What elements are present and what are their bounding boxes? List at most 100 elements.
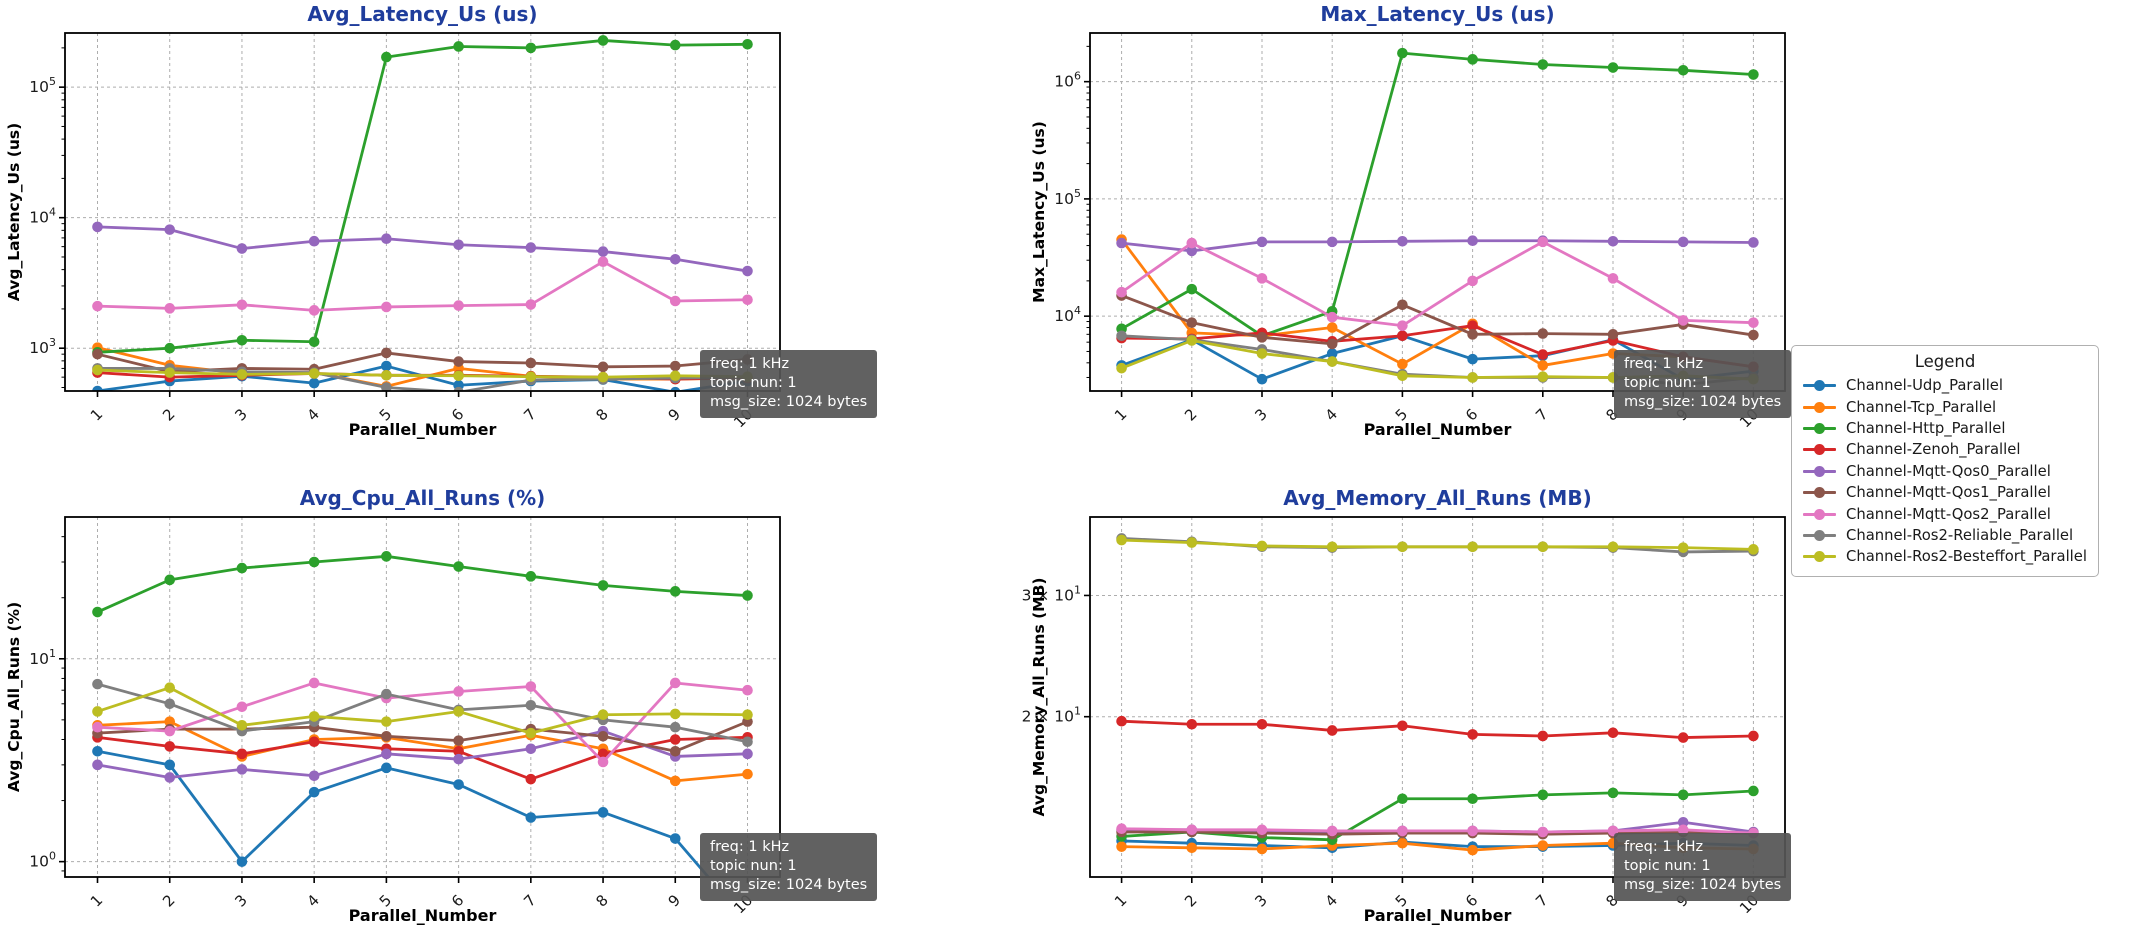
data-point xyxy=(1116,286,1127,298)
data-point xyxy=(669,734,681,745)
x-tick-label: 2 xyxy=(159,405,178,424)
data-point xyxy=(1186,335,1198,346)
data-point xyxy=(236,764,248,775)
x-tick-label: 4 xyxy=(1322,405,1341,424)
data-point xyxy=(308,368,320,379)
data-point xyxy=(1677,315,1689,326)
data-point xyxy=(1256,718,1268,730)
data-point xyxy=(381,748,392,760)
x-tick-label: 3 xyxy=(231,405,250,424)
chart-title: Avg_Memory_All_Runs (MB) xyxy=(1283,486,1591,510)
series-line xyxy=(1120,537,1755,554)
data-point xyxy=(742,265,753,277)
chart-title: Avg_Cpu_All_Runs (%) xyxy=(300,486,546,510)
data-point xyxy=(1467,729,1478,740)
series-line xyxy=(1120,789,1755,842)
data-point xyxy=(742,748,753,760)
series-line xyxy=(1120,294,1755,346)
data-point xyxy=(1607,273,1619,284)
x-tick-label: 8 xyxy=(592,891,611,910)
data-point xyxy=(1607,62,1619,73)
data-point xyxy=(1256,373,1268,385)
data-point xyxy=(1748,785,1759,797)
data-point xyxy=(597,256,609,267)
legend-title: Legend xyxy=(1914,352,1976,371)
params-annotation-line: msg_size: 1024 bytes xyxy=(1624,394,1782,411)
data-point xyxy=(1677,824,1689,836)
data-point xyxy=(669,775,681,787)
params-annotation-line: freq: 1 kHz xyxy=(710,356,790,372)
data-point xyxy=(669,833,681,844)
params-annotation-line: topic nun: 1 xyxy=(710,375,797,392)
data-point xyxy=(1467,320,1478,331)
data-point xyxy=(92,678,103,690)
params-annotation-line: topic nun: 1 xyxy=(1624,375,1711,392)
data-point xyxy=(525,371,537,382)
series-line xyxy=(96,260,749,312)
data-point xyxy=(525,242,537,253)
data-point xyxy=(381,688,392,700)
y-axis-label: Avg_Memory_All_Runs (MB) xyxy=(1030,577,1048,816)
data-point xyxy=(92,364,103,376)
legend-items: Channel-Udp_Parallel Channel-Tcp_Parallel… xyxy=(1803,375,2087,568)
data-point xyxy=(236,748,248,760)
series-line xyxy=(96,749,711,877)
data-point xyxy=(308,770,320,782)
data-point xyxy=(453,779,464,790)
params-annotation-line: freq: 1 kHz xyxy=(1624,356,1704,372)
data-point xyxy=(1537,349,1549,360)
data-point xyxy=(164,772,176,783)
x-tick-label: 2 xyxy=(159,891,178,910)
data-point xyxy=(92,300,103,312)
legend-line-marker-icon xyxy=(1803,487,1836,499)
data-point xyxy=(1326,338,1338,350)
data-point xyxy=(1677,816,1689,828)
data-point xyxy=(236,562,248,574)
data-point xyxy=(236,243,248,254)
legend-item: Channel-Mqtt-Qos2_Parallel xyxy=(1803,503,2087,524)
data-point xyxy=(1607,541,1619,553)
x-tick-label: 1 xyxy=(87,891,106,910)
data-point xyxy=(1748,317,1759,328)
data-point xyxy=(1326,825,1338,837)
y-tick-label: 100 xyxy=(29,850,56,871)
data-point xyxy=(1467,372,1478,383)
data-point xyxy=(597,580,609,591)
data-point xyxy=(308,736,320,748)
data-point xyxy=(1186,283,1198,295)
x-tick-label: 4 xyxy=(304,405,323,424)
data-point xyxy=(1748,544,1759,555)
x-tick-label: 7 xyxy=(520,891,539,910)
x-tick-label: 3 xyxy=(231,891,250,910)
data-point xyxy=(1748,69,1759,80)
legend-item-label: Channel-Udp_Parallel xyxy=(1846,377,2004,395)
x-tick-label: 4 xyxy=(1322,891,1341,910)
data-point xyxy=(1397,825,1408,837)
data-point xyxy=(1397,320,1408,331)
data-point xyxy=(1326,236,1338,248)
y-tick-label: 106 xyxy=(1054,70,1081,91)
legend-line-marker-icon xyxy=(1803,529,1836,541)
legend-item-label: Channel-Zenoh_Parallel xyxy=(1846,441,2021,459)
data-point xyxy=(1116,823,1127,835)
data-point xyxy=(742,917,753,928)
legend-item-label: Channel-Http_Parallel xyxy=(1846,419,2006,437)
data-point xyxy=(1537,59,1549,70)
data-point xyxy=(164,682,176,694)
data-point xyxy=(453,745,464,757)
data-point xyxy=(453,41,464,52)
chart-title: Avg_Latency_Us (us) xyxy=(307,2,537,26)
y-tick-label: 104 xyxy=(1054,304,1081,325)
data-point xyxy=(1677,236,1689,248)
data-point xyxy=(381,369,392,381)
params-annotation-line: msg_size: 1024 bytes xyxy=(710,394,868,411)
params-annotation: freq: 1 kHz topic nun: 1 msg_size: 1024 by… xyxy=(700,350,878,419)
data-point xyxy=(236,299,248,311)
params-annotation-line: topic nun: 1 xyxy=(1624,858,1711,875)
data-point xyxy=(164,574,176,586)
data-point xyxy=(92,706,103,717)
x-tick-label: 1 xyxy=(1111,891,1130,910)
data-point xyxy=(1677,542,1689,553)
